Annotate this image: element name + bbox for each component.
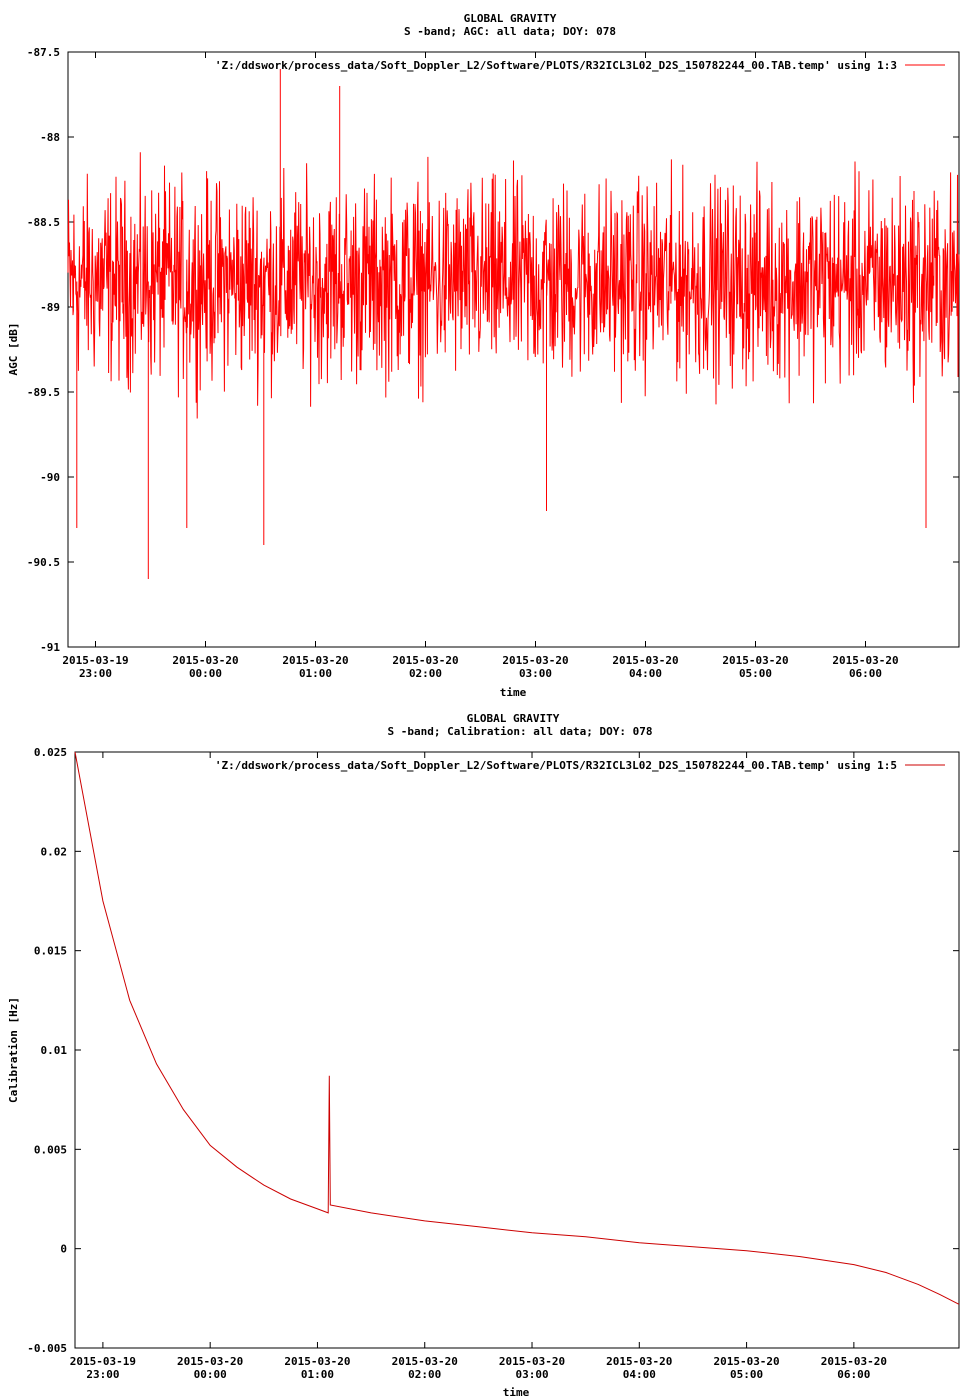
agc-x-tick-time: 06:00 xyxy=(849,667,882,680)
agc-y-tick-label: -87.5 xyxy=(27,46,60,59)
calibration-plot-frame xyxy=(74,751,960,1349)
agc-y-tick-label: -91 xyxy=(40,641,60,654)
calibration-y-tick-label: 0.025 xyxy=(34,746,67,759)
agc-x-tick-time: 04:00 xyxy=(629,667,662,680)
calibration-x-tick-date: 2015-03-20 xyxy=(606,1355,672,1368)
calibration-x-tick-time: 23:00 xyxy=(86,1368,119,1381)
agc-y-axis-label: AGC [dB] xyxy=(7,323,20,376)
agc-axis-ticks: -91 -90.5 -90 -89.5 -89 -88.5 -88 -87.5 2015-03-… xyxy=(27,46,959,680)
agc-x-tick-date: 2015-03-20 xyxy=(722,654,788,667)
agc-x-tick-date: 2015-03-20 xyxy=(392,654,458,667)
calibration-x-tick-time: 01:00 xyxy=(301,1368,334,1381)
agc-x-tick-date: 2015-03-20 xyxy=(502,654,568,667)
calibration-y-axis-label: Calibration [Hz] xyxy=(7,997,20,1103)
calibration-x-tick-date: 2015-03-20 xyxy=(284,1355,350,1368)
calibration-trace xyxy=(74,751,960,1305)
agc-series-line xyxy=(67,152,960,419)
calibration-x-tick-time: 00:00 xyxy=(194,1368,227,1381)
agc-x-tick-date: 2015-03-20 xyxy=(612,654,678,667)
calibration-x-axis-label: time xyxy=(503,1386,530,1399)
calibration-x-tick-time: 06:00 xyxy=(837,1368,870,1381)
calibration-x-tick-date: 2015-03-20 xyxy=(821,1355,887,1368)
agc-chart: GLOBAL GRAVITY S -band; AGC: all data; D… xyxy=(7,12,960,699)
calibration-x-tick-time: 05:00 xyxy=(730,1368,763,1381)
agc-legend-label: 'Z:/ddswork/process_data/Soft_Doppler_L2… xyxy=(215,59,897,72)
calibration-chart-subtitle: S -band; Calibration: all data; DOY: 078 xyxy=(388,725,653,738)
agc-y-tick-label: -89 xyxy=(40,301,60,314)
calibration-x-tick-time: 04:00 xyxy=(623,1368,656,1381)
calibration-y-tick-label: 0.01 xyxy=(41,1044,68,1057)
calibration-y-tick-label: 0 xyxy=(60,1243,67,1256)
calibration-y-tick-label: 0.015 xyxy=(34,945,67,958)
agc-chart-subtitle: S -band; AGC: all data; DOY: 078 xyxy=(404,25,616,38)
agc-x-axis-label: time xyxy=(500,686,527,699)
calibration-x-tick-date: 2015-03-20 xyxy=(713,1355,779,1368)
calibration-chart-title: GLOBAL GRAVITY xyxy=(467,712,560,725)
calibration-y-tick-label: 0.02 xyxy=(41,845,68,858)
agc-plot-frame xyxy=(67,51,960,648)
agc-x-tick-date: 2015-03-19 xyxy=(62,654,128,667)
calibration-series-line xyxy=(74,751,960,1305)
agc-y-tick-label: -88.5 xyxy=(27,216,60,229)
calibration-y-tick-label: -0.005 xyxy=(27,1342,67,1355)
agc-x-tick-time: 01:00 xyxy=(299,667,332,680)
calibration-x-tick-date: 2015-03-20 xyxy=(499,1355,565,1368)
agc-x-tick-time: 00:00 xyxy=(189,667,222,680)
agc-x-tick-date: 2015-03-20 xyxy=(172,654,238,667)
calibration-axis-ticks: -0.005 0 0.005 0.01 0.015 0.02 0.025 2015-03-19… xyxy=(27,746,959,1381)
agc-y-tick-label: -88 xyxy=(40,131,60,144)
agc-x-tick-time: 02:00 xyxy=(409,667,442,680)
calibration-x-tick-date: 2015-03-20 xyxy=(177,1355,243,1368)
agc-chart-title: GLOBAL GRAVITY xyxy=(464,12,557,25)
calibration-x-tick-time: 02:00 xyxy=(408,1368,441,1381)
agc-x-tick-time: 03:00 xyxy=(519,667,552,680)
calibration-x-tick-time: 03:00 xyxy=(515,1368,548,1381)
agc-x-tick-time: 05:00 xyxy=(739,667,772,680)
calibration-y-tick-label: 0.005 xyxy=(34,1143,67,1156)
calibration-chart: GLOBAL GRAVITY S -band; Calibration: all… xyxy=(7,712,960,1399)
agc-y-tick-label: -90 xyxy=(40,471,60,484)
agc-x-tick-time: 23:00 xyxy=(79,667,112,680)
agc-x-tick-date: 2015-03-20 xyxy=(282,654,348,667)
agc-x-tick-date: 2015-03-20 xyxy=(832,654,898,667)
calibration-legend-label: 'Z:/ddswork/process_data/Soft_Doppler_L2… xyxy=(215,759,897,772)
calibration-x-tick-date: 2015-03-19 xyxy=(70,1355,136,1368)
agc-y-tick-label: -90.5 xyxy=(27,556,60,569)
agc-y-tick-label: -89.5 xyxy=(27,386,60,399)
calibration-x-tick-date: 2015-03-20 xyxy=(392,1355,458,1368)
agc-trace xyxy=(67,69,960,579)
